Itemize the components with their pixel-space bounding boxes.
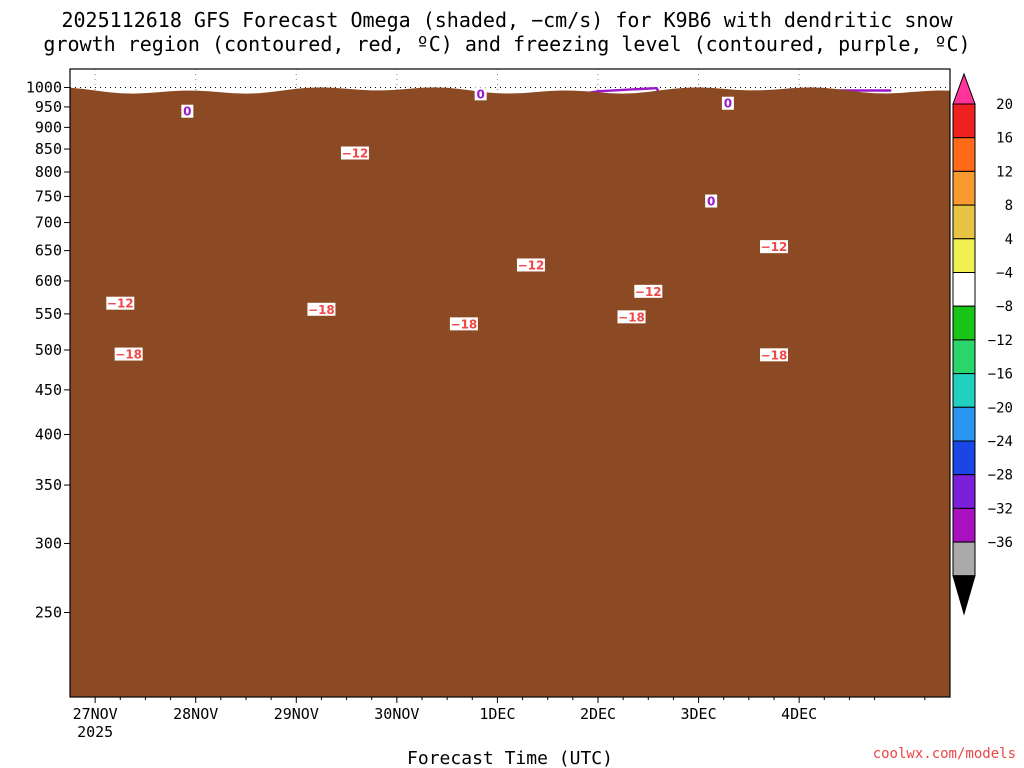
x-tick-sublabel: 2025 bbox=[77, 723, 113, 741]
dgz-label-bg bbox=[617, 310, 646, 324]
y-tick-label: 900 bbox=[35, 118, 62, 136]
title-line-1: 2025112618 GFS Forecast Omega (shaded, −… bbox=[61, 8, 953, 32]
freezing-label-bg bbox=[721, 96, 734, 110]
dgz-label-bg bbox=[307, 302, 336, 316]
y-tick-label: 800 bbox=[35, 163, 62, 181]
colorbar-swatch bbox=[952, 305, 976, 341]
y-tick-label: 550 bbox=[35, 305, 62, 323]
dgz-label-bg bbox=[634, 284, 663, 298]
x-tick-label: 4DEC bbox=[781, 705, 817, 723]
colorbar-swatch bbox=[952, 204, 976, 240]
colorbar-label: −8 bbox=[996, 299, 1013, 315]
colorbar-label: −24 bbox=[988, 434, 1013, 450]
dgz-contour-label: −12 bbox=[635, 285, 662, 299]
freezing-contour-label: 0 bbox=[183, 105, 191, 119]
terrain-fill bbox=[70, 87, 950, 697]
title-line-2: growth region (contoured, red, ºC) and f… bbox=[43, 32, 970, 56]
colorbar-label: 8 bbox=[1005, 198, 1013, 214]
colorbar-swatch bbox=[952, 339, 976, 375]
x-tick-label: 27NOV bbox=[73, 705, 118, 723]
colorbar-bottom-arrow bbox=[952, 575, 976, 616]
colorbar-label: 16 bbox=[996, 131, 1013, 147]
colorbar-label: −12 bbox=[988, 333, 1013, 349]
plot-frame bbox=[69, 68, 951, 698]
freezing-label-bg bbox=[705, 194, 718, 208]
x-axis-label: Forecast Time (UTC) bbox=[407, 748, 613, 768]
colorbar-top-arrow bbox=[952, 72, 976, 105]
dgz-contour-label: −18 bbox=[115, 348, 142, 362]
colorbar-swatch bbox=[952, 474, 976, 509]
dgz-label-bg bbox=[516, 258, 545, 272]
dgz-contour-label: −18 bbox=[451, 317, 478, 331]
colorbar-label: 12 bbox=[996, 164, 1013, 180]
colorbar-swatch bbox=[952, 272, 976, 307]
y-tick-label: 400 bbox=[35, 425, 62, 443]
credit-text: coolwx.com/models bbox=[873, 746, 1016, 762]
colorbar-label: −4 bbox=[996, 266, 1013, 282]
x-tick-label: 29NOV bbox=[274, 705, 319, 723]
y-tick-label: 700 bbox=[35, 214, 62, 232]
colorbar-label: −36 bbox=[988, 535, 1013, 551]
dgz-label-bg bbox=[760, 348, 788, 362]
freezing-label-bg bbox=[474, 87, 487, 101]
y-tick-label: 950 bbox=[35, 98, 62, 116]
x-tick-label: 2DEC bbox=[580, 705, 616, 723]
colorbar-label: −20 bbox=[988, 400, 1013, 416]
dgz-contour-label: −12 bbox=[761, 240, 788, 254]
chart-title: 2025112618 GFS Forecast Omega (shaded, −… bbox=[43, 8, 970, 56]
y-tick-label: 1000 bbox=[26, 78, 62, 96]
dgz-contour-label: −12 bbox=[518, 258, 545, 272]
y-tick-label: 350 bbox=[35, 476, 62, 494]
y-tick-label: 850 bbox=[35, 140, 62, 158]
dgz-contour-label: −18 bbox=[618, 310, 645, 324]
y-tick-label: 450 bbox=[35, 381, 62, 399]
colorbar-swatch bbox=[952, 373, 976, 408]
colorbar-swatch bbox=[952, 541, 976, 577]
dgz-contour-label: −18 bbox=[761, 348, 788, 362]
plot-area: −18 −12 −18 −12 −18 −12 −18 −12 −18 −12 0 0 0 0 bbox=[69, 68, 951, 698]
y-tick-label: 300 bbox=[35, 534, 62, 552]
freezing-contour-label: 0 bbox=[724, 97, 732, 111]
colorbar-label: −28 bbox=[988, 468, 1013, 484]
x-tick-label: 28NOV bbox=[173, 705, 218, 723]
freezing-label-bg bbox=[181, 104, 194, 118]
colorbar-swatch bbox=[952, 406, 976, 442]
y-tick-label: 650 bbox=[35, 242, 62, 260]
colorbar-swatch bbox=[952, 137, 976, 172]
x-tick-label: 30NOV bbox=[374, 705, 419, 723]
colorbar-swatch bbox=[952, 238, 976, 274]
dgz-label-bg bbox=[114, 347, 143, 361]
colorbar-swatch bbox=[952, 507, 976, 543]
colorbar-label: 20 bbox=[996, 97, 1013, 113]
dgz-label-bg bbox=[340, 146, 369, 160]
dgz-label-bg bbox=[760, 240, 788, 254]
dgz-label-bg bbox=[449, 317, 478, 331]
dgz-contour-label: −18 bbox=[308, 303, 335, 317]
colorbar-label: 4 bbox=[1005, 232, 1013, 248]
y-tick-label: 750 bbox=[35, 187, 62, 205]
y-axis: 250 300 350 400 450 500 550 600 650 700 750 800 850 9… bbox=[26, 78, 70, 621]
x-tick-label: 1DEC bbox=[479, 705, 515, 723]
colorbar-swatch bbox=[952, 170, 976, 206]
y-tick-label: 600 bbox=[35, 272, 62, 290]
dgz-contour-label: −12 bbox=[107, 297, 134, 311]
dgz-contour-label: −12 bbox=[342, 147, 369, 161]
contour-labels: −18 −12 −18 −12 −18 −12 −18 −12 −18 −12 0 0 0 0 bbox=[106, 87, 788, 362]
freezing-contour-label: 0 bbox=[707, 195, 715, 209]
y-tick-label: 500 bbox=[35, 341, 62, 359]
colorbar: 20 16 12 8 4 −4 −8 −12 −16 −20 −24 −28 −32 −36 bbox=[952, 72, 1013, 616]
colorbar-label: −32 bbox=[988, 501, 1013, 517]
freezing-contour-label: 0 bbox=[476, 87, 484, 101]
colorbar-swatch bbox=[952, 103, 976, 139]
x-tick-label: 3DEC bbox=[681, 705, 717, 723]
y-tick-label: 250 bbox=[35, 603, 62, 621]
dgz-label-bg bbox=[106, 296, 135, 310]
colorbar-label: −16 bbox=[988, 367, 1013, 383]
colorbar-swatch bbox=[952, 440, 976, 476]
terrain bbox=[70, 87, 950, 697]
